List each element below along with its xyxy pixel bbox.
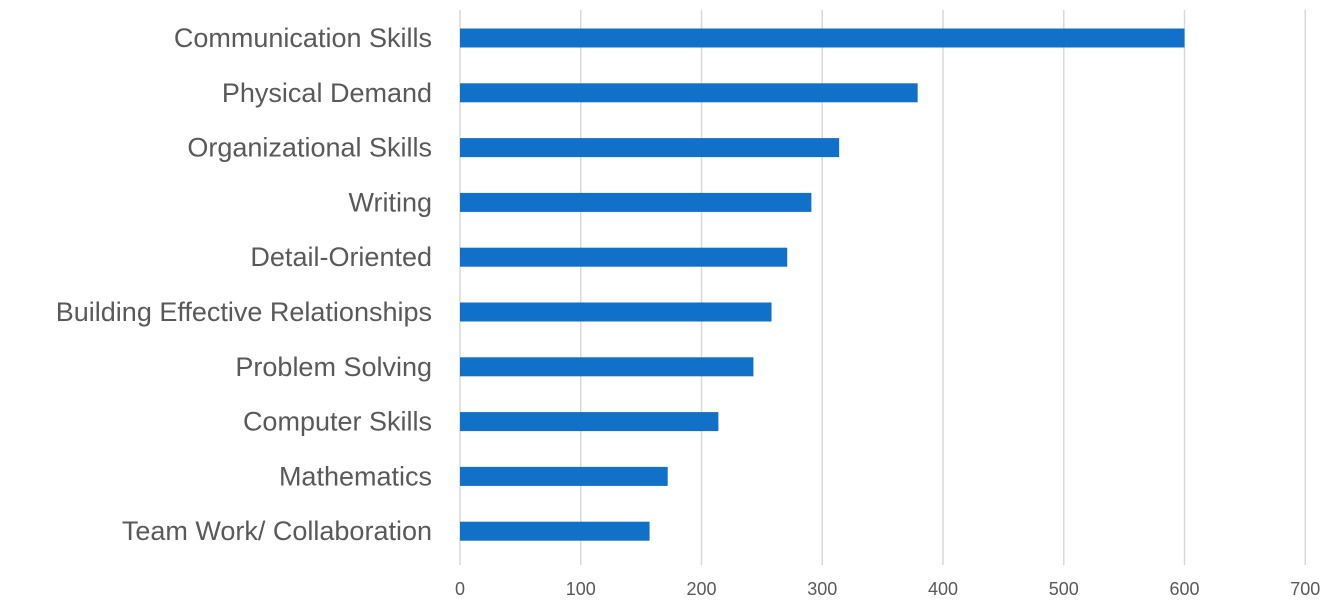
x-tick-label-400: 400 xyxy=(928,579,958,599)
category-label-9: Mathematics xyxy=(279,461,432,491)
category-label-7: Problem Solving xyxy=(235,352,432,382)
x-axis-tick-labels: 0 100 200 300 400 500 600 700 xyxy=(455,579,1320,599)
bar-3 xyxy=(460,138,840,158)
bars xyxy=(460,28,1185,541)
bar-6 xyxy=(460,302,772,322)
category-label-5: Detail-Oriented xyxy=(250,242,432,272)
category-label-4: Writing xyxy=(348,187,432,217)
grid xyxy=(459,10,1306,565)
category-label-1: Communication Skills xyxy=(174,23,432,53)
x-tick-label-100: 100 xyxy=(566,579,596,599)
bar-8 xyxy=(460,412,719,432)
category-label-8: Computer Skills xyxy=(243,407,432,437)
category-label-6: Building Effective Relationships xyxy=(56,297,432,327)
category-label-2: Physical Demand xyxy=(222,78,432,108)
category-label-3: Organizational Skills xyxy=(187,133,432,163)
category-label-10: Team Work/ Collaboration xyxy=(122,516,432,546)
x-tick-label-0: 0 xyxy=(455,579,465,599)
category-labels: Communication Skills Physical Demand Organ… xyxy=(56,23,432,546)
x-tick-label-700: 700 xyxy=(1290,579,1320,599)
bar-5 xyxy=(460,247,788,267)
x-tick-label-600: 600 xyxy=(1169,579,1199,599)
x-tick-label-500: 500 xyxy=(1049,579,1079,599)
bar-2 xyxy=(460,83,918,103)
bar-9 xyxy=(460,466,668,486)
bar-1 xyxy=(460,28,1185,48)
bar-4 xyxy=(460,192,812,212)
bar-10 xyxy=(460,521,650,541)
x-tick-label-200: 200 xyxy=(686,579,716,599)
bar-7 xyxy=(460,357,754,377)
x-tick-label-300: 300 xyxy=(807,579,837,599)
